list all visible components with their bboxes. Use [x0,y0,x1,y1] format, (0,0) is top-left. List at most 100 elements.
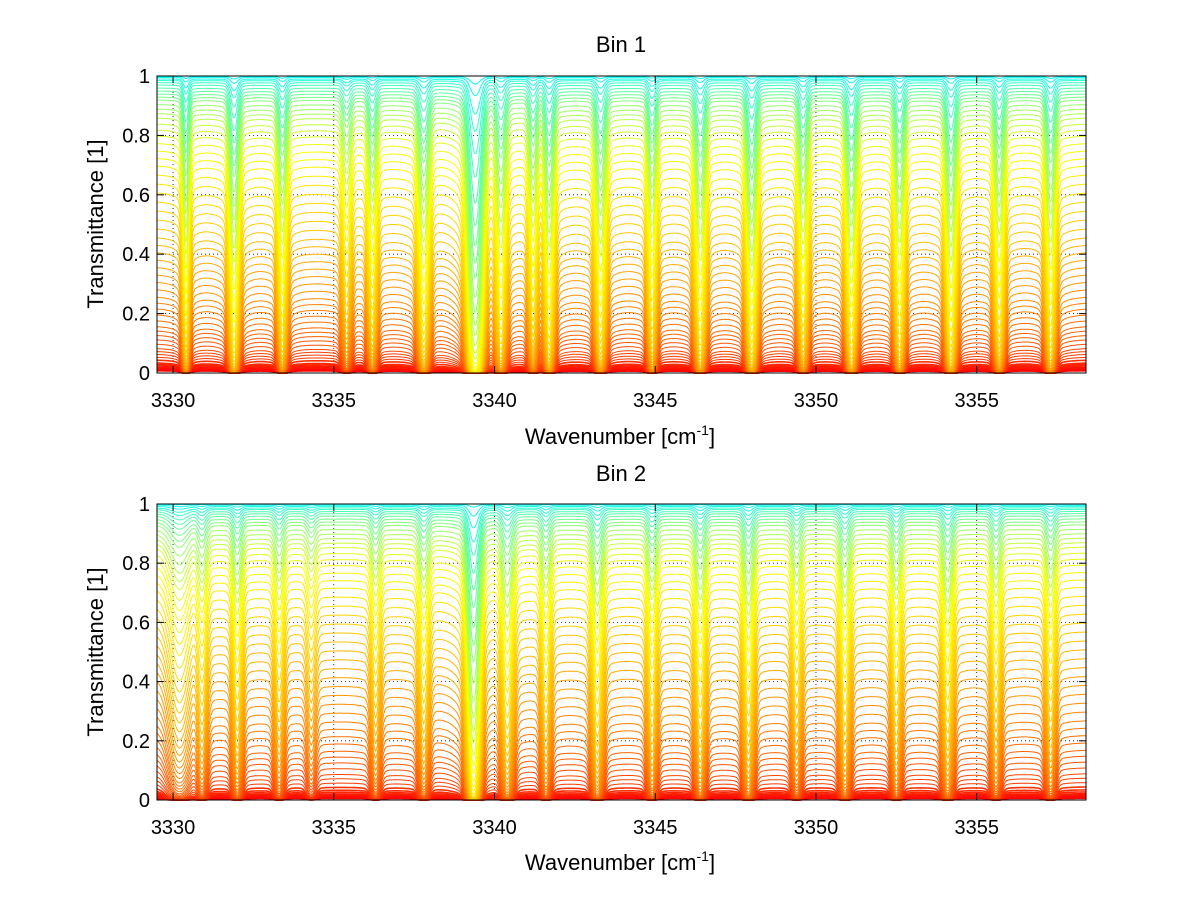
transmittance-curve [156,667,1087,801]
transmittance-curve [156,219,1087,374]
transmittance-curve [157,366,1086,374]
transmittance-curve [156,244,1087,374]
y-axis-label: Transmittance [1] [83,139,108,308]
transmittance-curve [157,354,1087,374]
y-tick-label: 0.2 [122,304,150,326]
transmittance-curve [156,518,1086,629]
transmittance-curve [157,80,1086,133]
y-tick-label: 0.8 [122,125,150,147]
transmittance-curve [157,367,1087,374]
transmittance-curve [156,183,1086,373]
transmittance-curve [157,93,1086,247]
y-tick-label: 0 [139,363,150,385]
transmittance-curve [156,359,1086,374]
transmittance-curve [156,515,1086,609]
transmittance-curve [156,267,1087,374]
transmittance-curve [156,786,1086,801]
series-group [156,503,1087,801]
transmittance-curve [156,640,1087,800]
transmittance-curve [156,308,1087,374]
transmittance-curve [156,335,1087,374]
transmittance-curve [156,511,1086,574]
transmittance-curve [156,622,1087,800]
transmittance-curve [156,117,1086,336]
transmittance-curve [157,99,1086,279]
transmittance-curve [156,289,1087,374]
transmittance-curve [156,649,1086,801]
transmittance-curve [157,504,1086,517]
transmittance-curve [157,96,1086,264]
transmittance-curve [156,363,1086,374]
transmittance-curve [156,174,1086,373]
transmittance-curve [156,282,1087,374]
subplot-bin-1: Bin 1 3330 3335 3340 3345 3350 3355 0 0.2 0.4 0.… [83,32,1087,449]
transmittance-curve [156,339,1087,374]
transmittance-curve [156,158,1086,370]
transmittance-curve [156,320,1087,374]
transmittance-curve [156,542,1086,733]
y-tick-label: 1 [139,494,150,516]
x-axis-label-text: Wavenumber [cm [525,424,697,449]
transmittance-curve [156,579,1086,788]
x-tick-label: 3330 [151,390,196,412]
transmittance-curve [157,365,1086,374]
transmittance-curve [156,777,1086,801]
transmittance-curve [157,82,1086,155]
transmittance-curve [157,87,1086,204]
transmittance-curve [156,326,1087,374]
transmittance-curve [157,351,1087,374]
y-tick-label: 0 [139,790,150,812]
transmittance-curve [156,165,1086,372]
transmittance-curve [157,76,1086,85]
transmittance-curve [156,773,1086,801]
transmittance-curve [157,78,1086,115]
transmittance-curve [156,210,1087,374]
y-axis-label: Transmittance [1] [83,567,108,736]
x-tick-label: 3355 [954,390,999,412]
transmittance-curve [156,356,1086,374]
transmittance-curve [156,533,1086,704]
transmittance-curve [156,113,1086,326]
transmittance-curve [156,604,1086,797]
transmittance-curve [156,528,1086,685]
transmittance-curve [156,782,1087,801]
transmittance-curve [157,348,1087,374]
x-tick-labels: 3330 3335 3340 3345 3350 3355 [151,76,999,412]
x-tick-label: 3340 [472,390,517,412]
transmittance-curve [156,524,1086,664]
transmittance-curve [156,237,1087,374]
transmittance-curve [156,727,1086,801]
x-axis-label: Wavenumber [cm-1] [525,422,715,449]
transmittance-curve [157,505,1086,529]
transmittance-curve [157,90,1086,227]
x-axis-label-superscript: -1 [697,848,710,864]
transmittance-curve [157,129,1087,354]
transmittance-curve [156,767,1086,801]
transmittance-curve [157,123,1086,347]
transmittance-curve [156,192,1087,374]
x-tick-labels: 3330 3335 3340 3345 3350 3355 [151,504,999,839]
y-tick-label: 1 [139,66,150,88]
x-tick-label: 3350 [794,817,839,839]
transmittance-curve [156,508,1086,557]
x-tick-label: 3350 [794,390,839,412]
x-axis-label-close: ] [709,850,715,875]
x-axis-label-close: ] [709,424,715,449]
transmittance-curve [157,135,1087,360]
series-group [156,76,1087,374]
transmittance-curve [156,201,1087,374]
axes-frame [156,503,1087,801]
y-tick-label: 0.4 [122,244,150,266]
transmittance-curve [156,735,1086,801]
x-axis-label-text: Wavenumber [cm [525,850,697,875]
transmittance-curve [156,537,1086,720]
transmittance-curve [156,521,1086,647]
transmittance-curve [157,77,1086,97]
x-tick-label: 3335 [312,390,357,412]
x-tick-label: 3345 [633,390,678,412]
transmittance-curve [156,552,1086,757]
y-tick-labels: 0 0.2 0.4 0.6 0.8 1 [122,66,1086,385]
x-tick-label: 3355 [954,817,999,839]
transmittance-curve [156,546,1087,745]
transmittance-curve [157,143,1087,365]
